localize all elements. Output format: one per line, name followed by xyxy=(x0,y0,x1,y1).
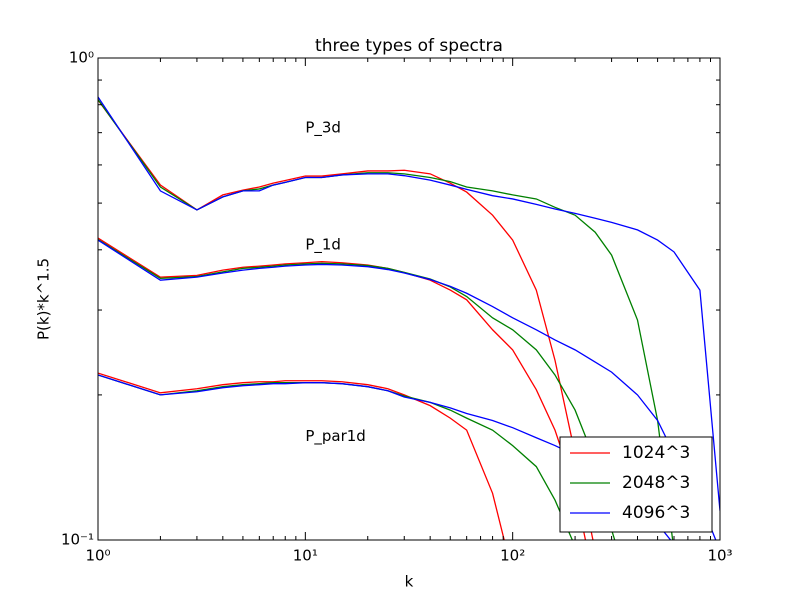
series-line xyxy=(98,99,594,540)
plot-frame xyxy=(97,57,721,541)
legend-label: 1024^3 xyxy=(622,443,690,463)
series-line xyxy=(98,239,717,540)
legend-label: 2048^3 xyxy=(622,473,690,493)
x-tick-label: 10² xyxy=(500,547,525,565)
x-tick-label: 10⁰ xyxy=(85,547,110,565)
series-line xyxy=(98,96,720,511)
annotation: P_par1d xyxy=(305,427,366,446)
series-line xyxy=(98,99,674,540)
y-tick-label: 10⁰ xyxy=(69,49,94,67)
series-line xyxy=(98,239,616,540)
x-tick-label: 10³ xyxy=(707,547,732,565)
annotation: P_3d xyxy=(305,118,341,137)
x-axis-label: k xyxy=(405,573,414,591)
series-line xyxy=(98,372,505,540)
x-tick-label: 10¹ xyxy=(293,547,318,565)
y-tick-label: 10⁻¹ xyxy=(61,531,94,549)
chart-title: three types of spectra xyxy=(315,36,503,56)
legend-label: 4096^3 xyxy=(622,503,690,523)
plot-lines xyxy=(98,96,720,540)
annotation: P_1d xyxy=(305,236,341,255)
y-axis-label: P(k)*k^1.5 xyxy=(35,258,53,340)
